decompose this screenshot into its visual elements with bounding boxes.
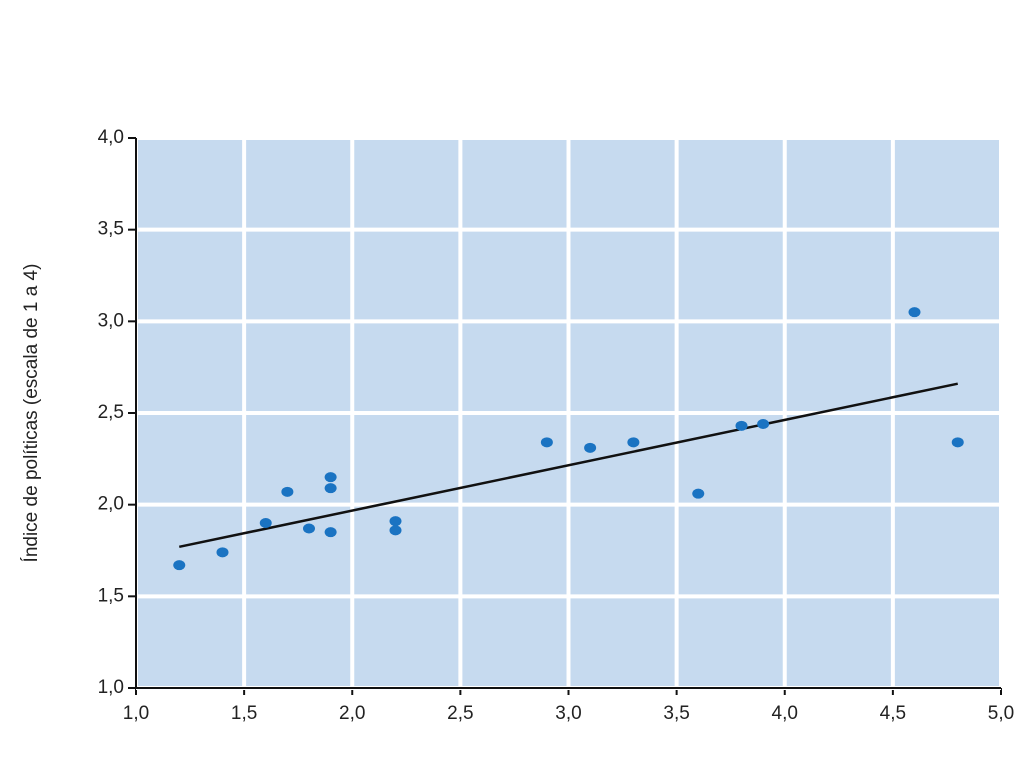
y-tick-label: 3,0 (98, 310, 124, 331)
point (259, 518, 272, 528)
x-tick-label: 2,0 (339, 703, 365, 724)
y-tick-label: 2,0 (98, 494, 124, 515)
point (757, 419, 770, 429)
x-tick-label: 2,5 (447, 703, 473, 724)
point (951, 437, 964, 448)
point (735, 420, 748, 431)
x-tick-label: 4,5 (880, 703, 906, 724)
point (584, 442, 597, 453)
point (692, 488, 705, 499)
x-tick-label: 5,0 (988, 703, 1014, 724)
y-tick-label: 4,0 (98, 127, 124, 148)
point (324, 527, 337, 538)
y-axis-label: Índice de políticas (escala de 1 a 4) (21, 264, 42, 563)
point (216, 547, 229, 558)
point (324, 472, 337, 483)
x-tick-label: 1,5 (231, 703, 257, 724)
point (627, 437, 640, 448)
trend-line (178, 382, 959, 549)
point (389, 516, 402, 527)
point (389, 525, 402, 536)
x-tick-label: 3,5 (663, 703, 689, 724)
point (908, 307, 921, 318)
point (324, 483, 337, 494)
point (303, 523, 315, 534)
x-tick-label: 1,0 (123, 703, 149, 724)
point (281, 486, 294, 497)
y-tick-label: 3,5 (98, 219, 124, 240)
y-tick-label: 1,0 (98, 677, 124, 698)
x-tick-label: 4,0 (772, 703, 798, 724)
point (173, 560, 186, 571)
y-tick-label: 1,5 (98, 585, 124, 606)
point (540, 437, 553, 448)
y-tick-label: 2,5 (98, 402, 124, 423)
x-tick-label: 3,0 (555, 703, 581, 724)
